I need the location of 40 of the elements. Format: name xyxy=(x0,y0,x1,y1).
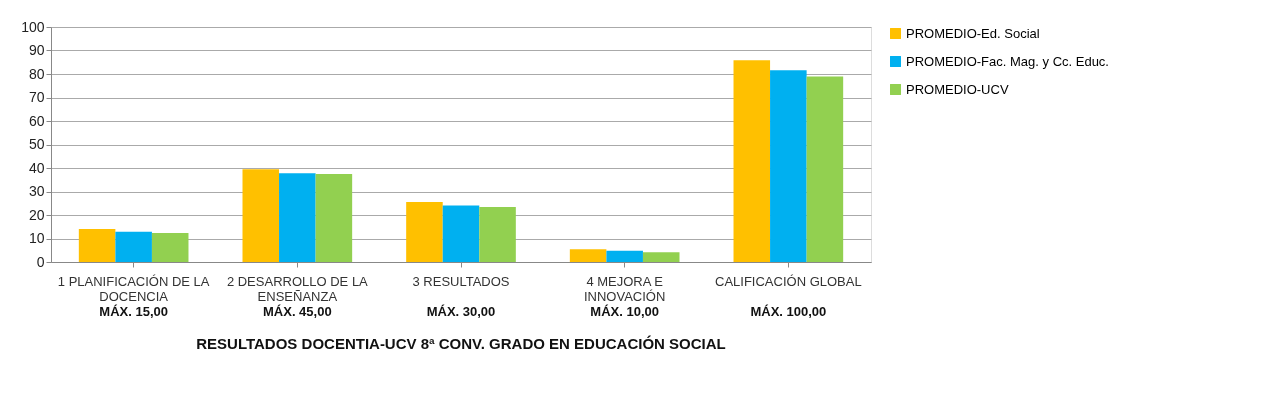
bar xyxy=(78,229,116,262)
bar xyxy=(242,169,280,262)
bar xyxy=(733,60,771,262)
bar xyxy=(115,231,152,262)
bar xyxy=(442,205,480,262)
x-tick-label: 3 RESULTADOS xyxy=(412,273,510,289)
text: RESULTADOS DOCENTIA-UCV 8ª CONV. GRADO EN EDUCACIÓN SOCIAL xyxy=(196,335,726,352)
y-tick-label: 30 xyxy=(28,183,45,199)
legend-label: PROMEDIO-Fac. Mag. y Cc. Educ. xyxy=(906,53,1109,69)
x-tick-label: 4 MEJORA E INNOVACIÓN xyxy=(583,273,666,304)
y-tick-label: 90 xyxy=(28,42,45,58)
legend-label: PROMEDIO-UCV xyxy=(906,81,1009,97)
y-tick-label: 20 xyxy=(28,206,45,223)
bar xyxy=(151,233,189,262)
text: MÁX. 100,00 xyxy=(750,304,827,319)
text: MÁX. 30,00 xyxy=(426,304,496,319)
y-tick-label: 0 xyxy=(36,253,45,270)
y-tick-label: 50 xyxy=(28,136,45,152)
text: MÁX. 45,00 xyxy=(263,304,332,319)
text: MÁX. 10,00 xyxy=(590,304,659,319)
bar xyxy=(279,173,316,262)
bar xyxy=(406,202,443,262)
y-tick-label: 100 xyxy=(21,18,45,35)
y-tick-label: 40 xyxy=(28,159,45,176)
bar xyxy=(569,249,607,262)
bar xyxy=(479,207,516,262)
y-tick-label: 80 xyxy=(28,65,45,82)
x-tick-label: CALIFICACIÓN GLOBAL xyxy=(715,273,862,289)
y-tick-label: 70 xyxy=(28,89,45,105)
bar xyxy=(606,250,643,262)
bar xyxy=(770,70,807,262)
text: MÁX. 15,00 xyxy=(99,304,168,319)
y-tick-label: 60 xyxy=(28,112,45,129)
x-tick-label: 2 DESARROLLO DE LA ENSEÑANZA xyxy=(226,273,369,304)
bar xyxy=(806,76,844,262)
bar xyxy=(315,174,353,262)
y-tick-label: 10 xyxy=(28,230,45,246)
x-tick-label: 1 PLANIFICACIÓN DE LA DOCENCIA xyxy=(57,273,210,304)
bar xyxy=(642,252,680,262)
legend-label: PROMEDIO-Ed. Social xyxy=(906,25,1040,41)
